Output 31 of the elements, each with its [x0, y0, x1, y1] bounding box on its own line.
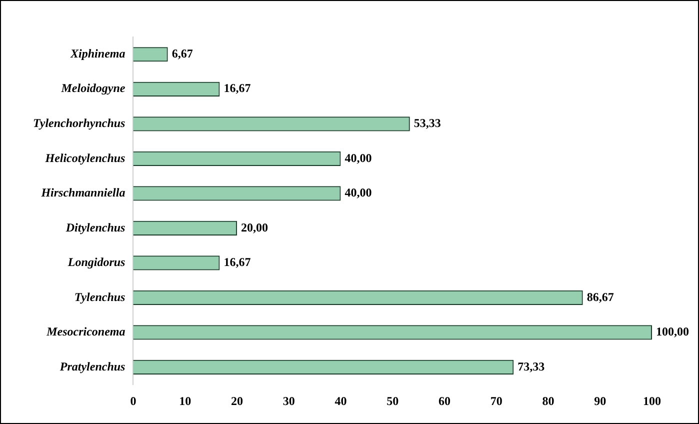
data-label: 16,67	[224, 255, 251, 270]
y-tick-label: Pratylenchus	[60, 359, 126, 374]
data-label: 6,67	[172, 46, 193, 60]
x-tick-label: 70	[490, 394, 502, 408]
y-tick-label: Ditylenchus	[64, 220, 126, 234]
x-tick-label: 40	[334, 394, 347, 408]
y-tick-label: Hirschmanniella	[40, 186, 126, 200]
x-tick-label: 90	[594, 394, 606, 408]
y-tick-label: Helicotylenchus	[44, 150, 126, 165]
y-tick-label: Mesocriconema	[46, 324, 126, 339]
data-label: 20,00	[240, 220, 268, 234]
data-label: 53,33	[414, 116, 441, 130]
x-tick-label: 100	[643, 394, 661, 408]
data-label: 40,00	[344, 186, 372, 200]
data-label: 16,67	[224, 81, 251, 96]
x-tick-label: 0	[130, 394, 136, 408]
y-tick-label: Tylenchus	[74, 290, 126, 304]
data-label: 73,33	[518, 359, 545, 374]
y-tick-label: Xiphinema	[70, 46, 126, 60]
data-label: 100,00	[656, 324, 689, 339]
x-tick-label: 50	[386, 394, 399, 408]
x-tick-label: 60	[438, 394, 450, 408]
y-tick-label: Meloidogyne	[60, 81, 126, 96]
x-tick-label: 80	[542, 394, 554, 408]
y-tick-label: Tylenchorhynchus	[33, 116, 126, 130]
data-label: 40,00	[344, 150, 372, 165]
data-label: 86,67	[586, 290, 614, 304]
x-tick-label: 20	[230, 394, 243, 408]
x-tick-label: 30	[282, 394, 295, 408]
x-tick-label: 10	[179, 394, 192, 408]
y-tick-label: Longidorus	[66, 255, 126, 270]
